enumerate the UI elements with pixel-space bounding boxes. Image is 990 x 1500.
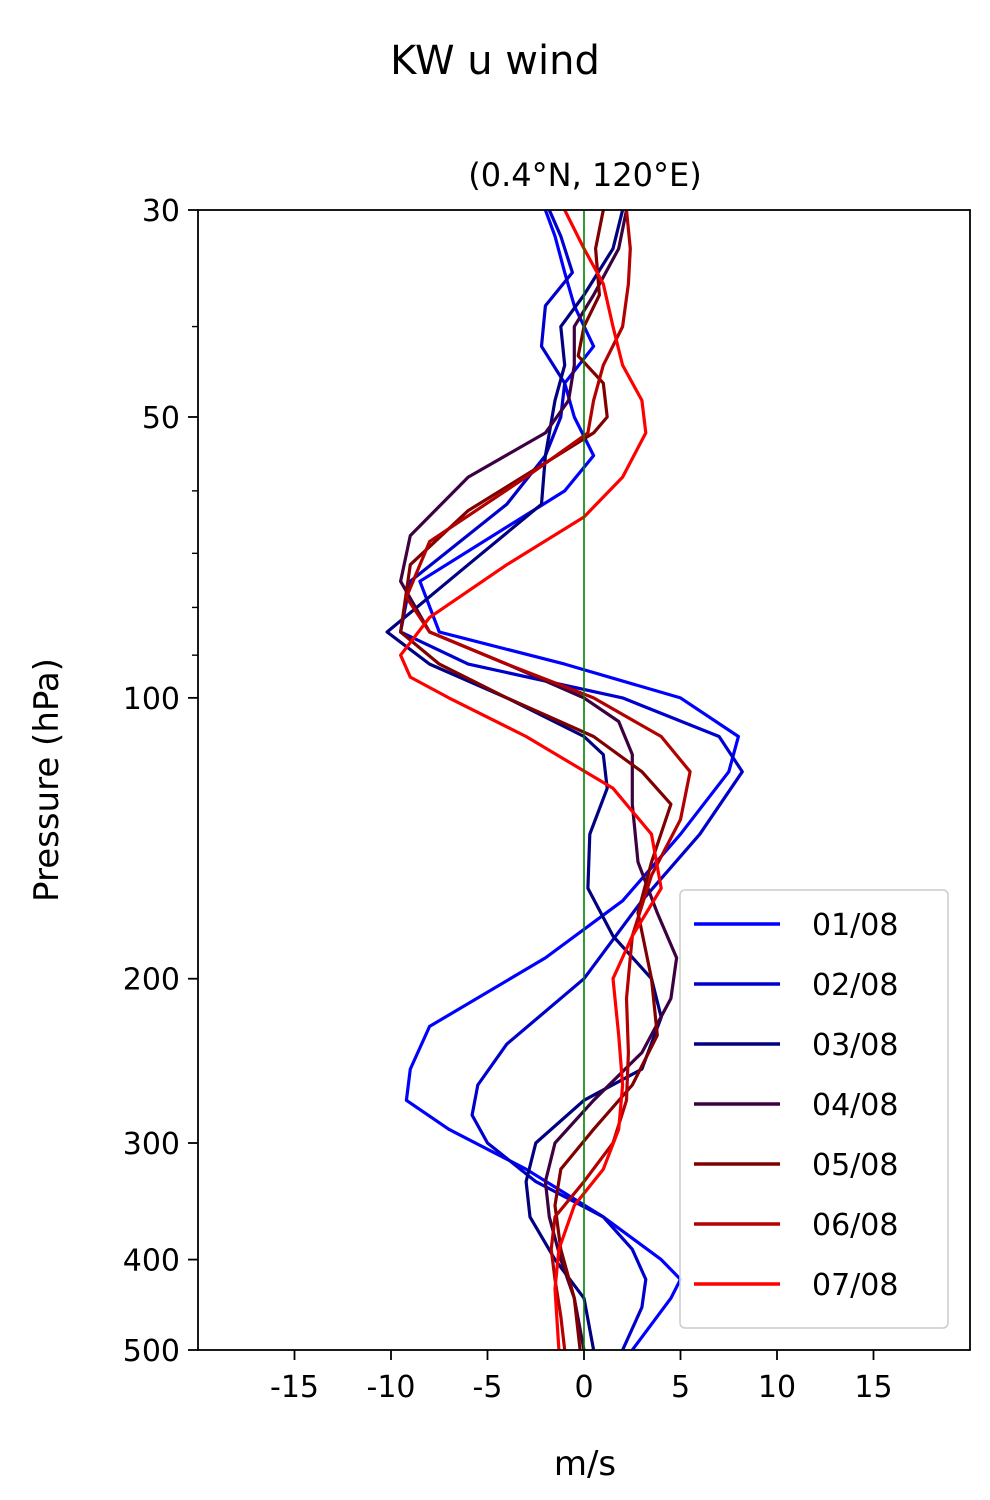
series-line-5: [399, 210, 673, 1350]
legend-label-5: 05/08: [812, 1148, 898, 1183]
chart-title: KW u wind: [390, 38, 600, 84]
x-tick-label-4: 0: [574, 1370, 593, 1405]
x-axis-label: m/s: [554, 1444, 616, 1484]
x-tick-label-3: -5: [473, 1370, 503, 1405]
series-line-7: [399, 210, 663, 1350]
chart-subtitle: (0.4°N, 120°E): [468, 156, 701, 194]
plot-area: -15 -10 -5 0 5 10 15 30 50 100 200 300 400 500: [123, 194, 971, 1405]
series-line-3: [385, 210, 663, 1350]
legend-label-6: 06/08: [812, 1208, 898, 1243]
y-tick-label-3: 100: [123, 682, 180, 717]
x-tick-label-7: 15: [854, 1370, 892, 1405]
y-tick-label-1: 30: [142, 194, 180, 229]
x-tick-label-6: 10: [758, 1370, 796, 1405]
x-tick-label-5: 5: [671, 1370, 690, 1405]
legend-label-4: 04/08: [812, 1088, 898, 1123]
y-tick-label-6: 400: [123, 1244, 180, 1279]
series-line-1: [404, 210, 741, 1350]
legend-label-1: 01/08: [812, 908, 898, 943]
y-axis-label: Pressure (hPa): [27, 658, 67, 902]
y-tick-label-4: 200: [123, 963, 180, 998]
series-lines: [385, 210, 744, 1350]
legend-label-3: 03/08: [812, 1028, 898, 1063]
y-tick-label-7: 500: [123, 1334, 180, 1369]
y-tick-label-5: 300: [123, 1127, 180, 1162]
y-tick-label-2: 50: [142, 401, 180, 436]
legend: 01/08 02/08 03/08 04/08 05/08 06/08 07/08: [679, 889, 949, 1329]
x-tick-label-1: -15: [270, 1370, 319, 1405]
legend-box: [679, 889, 949, 1329]
x-tick-label-2: -10: [367, 1370, 416, 1405]
series-line-4: [399, 210, 679, 1350]
legend-label-2: 02/08: [812, 968, 898, 1003]
legend-label-7: 07/08: [812, 1268, 898, 1303]
series-line-6: [404, 210, 692, 1350]
